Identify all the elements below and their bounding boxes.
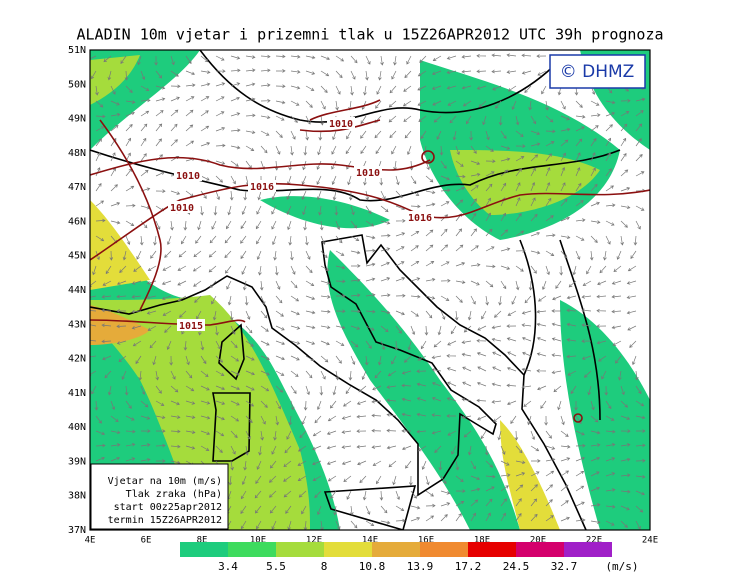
- island: [212, 392, 251, 462]
- copyright: © DHMZ: [560, 62, 635, 82]
- wind-area: [90, 305, 150, 345]
- latitude-label: 45N: [68, 251, 86, 262]
- colorbar-swatch: [324, 542, 372, 557]
- colorbar-label: 3.4: [218, 560, 238, 573]
- wind-area: [450, 150, 600, 215]
- island: [218, 323, 245, 381]
- longitude-label: 18E: [474, 536, 490, 546]
- longitude-label: 6E: [141, 536, 152, 546]
- isobar-labels: 1010 1010 1016 1010 1010 1016 1015: [168, 117, 434, 332]
- wind-area: [90, 295, 310, 530]
- coastline: [90, 234, 587, 530]
- isobar-label-bg: [327, 117, 355, 129]
- isobar-label: 1010: [170, 203, 194, 214]
- island: [323, 485, 417, 530]
- colorbar: 3.4 5.5 8 10.8 13.9 17.2 24.5 32.7 (m/s): [180, 542, 639, 573]
- colorbar-swatch: [180, 542, 228, 557]
- isobar-label: 1010: [329, 119, 353, 130]
- colorbar-label: 8: [321, 560, 328, 573]
- legend-line: termin 15Z26APR2012: [108, 515, 222, 526]
- legend: Vjetar na 10m (m/s) Tlak zraka (hPa) start…: [108, 476, 222, 526]
- longitude-label: 22E: [586, 536, 602, 546]
- legend-line: Vjetar na 10m (m/s): [108, 476, 222, 487]
- longitude-label: 20E: [530, 536, 546, 546]
- colorbar-label: 24.5: [503, 560, 530, 573]
- latitude-label: 49N: [68, 114, 86, 125]
- isobar-label-bg: [177, 319, 205, 331]
- colorbar-label: 5.5: [266, 560, 286, 573]
- latitude-label: 37N: [68, 525, 86, 536]
- border: [519, 239, 601, 421]
- isobar-label-bg: [248, 180, 276, 192]
- latitude-label: 38N: [68, 491, 86, 502]
- isobar-label: 1016: [250, 182, 274, 193]
- isobar: [421, 150, 435, 164]
- colorbar-label: 17.2: [455, 560, 482, 573]
- latitude-label: 47N: [68, 182, 86, 193]
- wind-area: [90, 55, 140, 105]
- isobar-label-bg: [406, 211, 434, 223]
- copyright-box: [549, 54, 646, 89]
- isobar: [573, 413, 583, 423]
- colorbar-swatch: [372, 542, 420, 557]
- legend-line: Tlak zraka (hPa): [126, 489, 222, 500]
- latitude-label: 42N: [68, 354, 86, 365]
- colorbar-label: 13.9: [407, 560, 434, 573]
- colorbar-swatch: [228, 542, 276, 557]
- wind-area: [90, 200, 150, 290]
- latitude-label: 40N: [68, 422, 86, 433]
- longitude-label: 16E: [418, 536, 434, 546]
- colorbar-swatch: [564, 542, 612, 557]
- longitude-label: 8E: [197, 536, 208, 546]
- wind-fields: [90, 50, 650, 530]
- legend-line: start 00z25apr2012: [114, 502, 222, 513]
- colorbar-label: 32.7: [551, 560, 578, 573]
- colorbar-swatch: [276, 542, 324, 557]
- isobar-label: 1015: [179, 321, 203, 332]
- isobar: [99, 119, 162, 311]
- latitude-label: 39N: [68, 456, 86, 467]
- latitude-label: 50N: [68, 79, 86, 90]
- wind-area: [260, 196, 390, 229]
- longitude-label: 14E: [362, 536, 378, 546]
- border: [199, 50, 561, 123]
- colorbar-label: 10.8: [359, 560, 386, 573]
- latitude-label: 48N: [68, 148, 86, 159]
- longitude-label: 4E: [85, 536, 96, 546]
- isobar-label: 1010: [356, 168, 380, 179]
- latitude-label: 41N: [68, 388, 86, 399]
- longitude-label: 24E: [642, 536, 658, 546]
- axis-labels: 51N 50N 49N 48N 47N 46N 45N 44N 43N 42N 41N 40N 39N 3…: [68, 45, 658, 546]
- longitude-label: 10E: [250, 536, 266, 546]
- isobar: [90, 156, 431, 176]
- isobar-label: 1016: [408, 213, 432, 224]
- longitude-label: 12E: [306, 536, 322, 546]
- latitude-label: 46N: [68, 216, 86, 227]
- wind-area: [500, 420, 560, 530]
- wind-area: [560, 300, 650, 530]
- isobar-label: 1010: [176, 171, 200, 182]
- colorbar-swatch: [468, 542, 516, 557]
- isobar-label-bg: [354, 166, 382, 178]
- latitude-label: 51N: [68, 45, 86, 56]
- colorbar-unit: (m/s): [605, 560, 638, 573]
- latitude-label: 44N: [68, 285, 86, 296]
- latitude-label: 43N: [68, 319, 86, 330]
- colorbar-swatch: [516, 542, 564, 557]
- wind-area: [327, 250, 520, 530]
- colorbar-swatch: [420, 542, 468, 557]
- isobar-label-bg: [174, 169, 202, 181]
- map-frame: [89, 49, 651, 531]
- legend-box: [90, 463, 229, 530]
- isobar-label-bg: [168, 201, 196, 213]
- map-title: ALADIN 10m vjetar i prizemni tlak u 15Z2…: [77, 26, 664, 44]
